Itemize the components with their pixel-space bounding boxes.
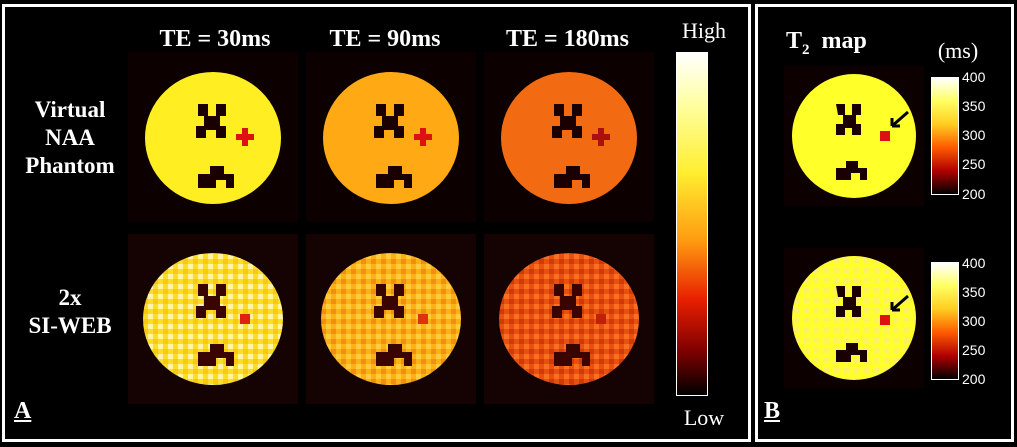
phantom-te30 xyxy=(128,52,298,222)
t2-subscript: 2 xyxy=(802,41,810,58)
lower-shape xyxy=(376,344,412,366)
lower-shape xyxy=(836,161,867,180)
lesion-marker xyxy=(418,314,428,324)
panel-b-letter: B xyxy=(764,398,781,424)
lower-shape xyxy=(198,344,234,366)
lower-shape xyxy=(554,166,590,188)
lower-shape xyxy=(836,343,867,362)
colorbar-tick: 200 xyxy=(962,186,986,202)
arrow-icon xyxy=(890,294,909,312)
colorbar-tick: 400 xyxy=(962,255,986,271)
row-label-line: Phantom xyxy=(25,153,115,178)
arrow-icon xyxy=(890,110,909,128)
phantom-disc xyxy=(143,253,283,385)
column-title-te30: TE = 30ms xyxy=(159,26,271,52)
colorbar-tick: 350 xyxy=(962,284,986,300)
phantom-disc xyxy=(145,72,281,204)
ventricle-shape xyxy=(552,284,582,318)
column-title-te90: TE = 90ms xyxy=(329,26,441,52)
colorbar-tick: 250 xyxy=(962,156,986,172)
row-label-line: 2x xyxy=(58,285,82,310)
panel-a-frame xyxy=(2,4,751,442)
colorbar-high-label: High xyxy=(682,18,726,43)
ventricle-shape xyxy=(196,104,226,138)
row-label-line: Virtual xyxy=(34,97,106,122)
colorbar-tick: 350 xyxy=(962,98,986,114)
colorbar-tick: 250 xyxy=(962,342,986,358)
t2-map-siweb xyxy=(784,248,924,388)
unit-label: (ms) xyxy=(937,38,979,63)
phantom-disc xyxy=(321,253,461,385)
column-title-te180: TE = 180ms xyxy=(505,26,630,52)
phantom-disc xyxy=(501,72,637,204)
ventricle-shape xyxy=(196,284,226,318)
t2-title-rest: map xyxy=(809,28,867,54)
row-label-line: SI-WEB xyxy=(28,313,112,338)
colorbar-low-label: Low xyxy=(683,405,725,430)
colorbar-a xyxy=(676,52,708,396)
t2-map-phantom xyxy=(784,66,924,206)
ventricle-shape xyxy=(374,104,404,138)
ventricle-shape xyxy=(836,286,861,317)
colorbar-tick: 300 xyxy=(962,313,986,329)
lower-shape xyxy=(376,166,412,188)
colorbar-tick: 300 xyxy=(962,127,986,143)
ventricle-shape xyxy=(836,104,861,135)
panel-a-letter: A xyxy=(14,398,32,424)
siweb-te180 xyxy=(484,234,654,404)
colorbar-b-bottom xyxy=(931,262,959,380)
phantom-disc xyxy=(499,253,639,385)
panel-b-frame xyxy=(755,4,1014,442)
phantom-te90 xyxy=(306,52,476,222)
lower-shape xyxy=(198,166,234,188)
row-label-line: NAA xyxy=(45,125,95,150)
lesion-marker xyxy=(880,131,890,141)
t2-symbol: T xyxy=(786,28,803,54)
row-label-si-web: 2x SI-WEB xyxy=(10,284,130,340)
phantom-te180 xyxy=(484,52,654,222)
phantom-disc xyxy=(323,72,459,204)
phantom-disc xyxy=(792,74,916,198)
lesion-marker xyxy=(596,314,606,324)
lesion-marker xyxy=(240,314,250,324)
siweb-te30 xyxy=(128,234,298,404)
lesion-marker xyxy=(236,128,254,146)
ventricle-shape xyxy=(374,284,404,318)
colorbar-tick: 200 xyxy=(962,371,986,387)
ventricle-shape xyxy=(552,104,582,138)
colorbar-tick: 400 xyxy=(962,69,986,85)
lesion-marker xyxy=(592,128,610,146)
phantom-disc xyxy=(792,256,916,380)
t2-map-title: T2 map xyxy=(786,28,926,59)
lower-shape xyxy=(554,344,590,366)
lesion-marker xyxy=(880,315,890,325)
row-label-virtual-phantom: Virtual NAA Phantom xyxy=(10,96,130,180)
siweb-te90 xyxy=(306,234,476,404)
lesion-marker xyxy=(414,128,432,146)
colorbar-b-top xyxy=(931,77,959,195)
